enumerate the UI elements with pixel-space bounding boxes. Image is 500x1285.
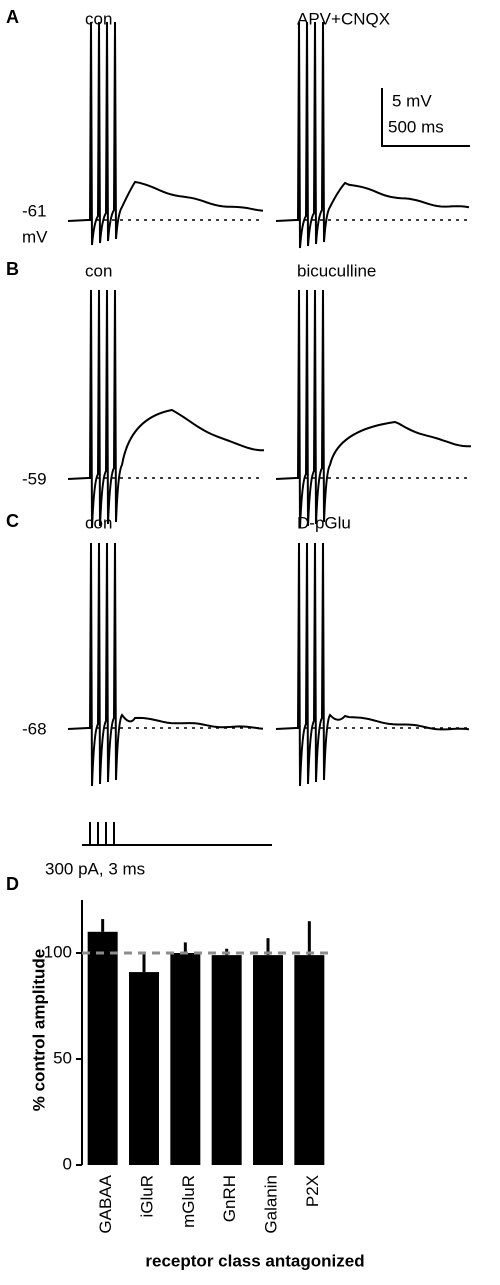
y-axis-label: % control amplitude bbox=[29, 949, 48, 1111]
scale-label: 500 ms bbox=[388, 117, 444, 136]
panel-label: A bbox=[6, 7, 19, 27]
trace-label: APV+CNQX bbox=[297, 9, 390, 28]
stimulus-label: 300 pA, 3 ms bbox=[45, 859, 145, 878]
panel-label: C bbox=[6, 511, 19, 531]
potential-label: -68 bbox=[22, 719, 47, 738]
x-tick-label: P2X bbox=[303, 1175, 322, 1207]
y-tick-label: 50 bbox=[53, 1048, 72, 1067]
voltage-trace bbox=[67, 289, 265, 529]
unit-label: mV bbox=[22, 227, 48, 246]
scale-bar bbox=[381, 88, 470, 147]
bar bbox=[87, 931, 118, 1165]
x-axis-label: receptor class antagonized bbox=[145, 1251, 364, 1270]
bar bbox=[253, 955, 283, 1165]
x-tick-label: GABAA bbox=[96, 1174, 115, 1233]
trace-label: con bbox=[85, 261, 112, 280]
trace-label: D-pGlu bbox=[297, 513, 351, 532]
voltage-trace bbox=[67, 21, 264, 246]
stimulus-bar bbox=[82, 822, 272, 846]
trace-label: bicuculline bbox=[297, 261, 376, 280]
x-tick-label: GnRH bbox=[220, 1175, 239, 1222]
bar bbox=[294, 955, 325, 1165]
y-tick-label: 100 bbox=[44, 942, 72, 961]
panel-label: B bbox=[6, 259, 19, 279]
bar bbox=[170, 953, 201, 1165]
voltage-trace bbox=[67, 542, 264, 787]
y-tick-label: 0 bbox=[63, 1154, 72, 1173]
potential-label: -61 bbox=[22, 201, 47, 220]
bar bbox=[211, 955, 242, 1165]
panel-label: D bbox=[6, 874, 19, 894]
x-tick-label: Galanin bbox=[261, 1175, 280, 1234]
x-tick-label: mGluR bbox=[179, 1175, 198, 1228]
bar bbox=[129, 972, 159, 1165]
scale-label: 5 mV bbox=[392, 91, 432, 110]
voltage-trace bbox=[275, 289, 471, 529]
potential-label: -59 bbox=[22, 469, 47, 488]
voltage-trace bbox=[275, 542, 470, 787]
x-tick-label: iGluR bbox=[137, 1175, 156, 1218]
voltage-trace bbox=[275, 21, 470, 249]
